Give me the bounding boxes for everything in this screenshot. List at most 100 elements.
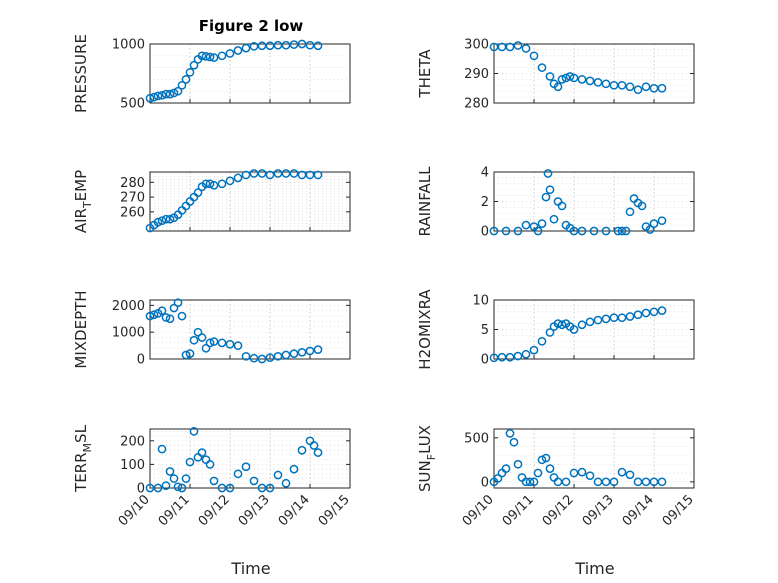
panel-2-point xyxy=(205,179,215,189)
panel-5-point xyxy=(641,308,651,318)
panel-1-point xyxy=(641,82,651,92)
panel-6-ylabel: TERRMSL xyxy=(72,424,94,493)
panel-4-point xyxy=(193,327,203,337)
panel-1-ytick-label: 280 xyxy=(464,97,489,112)
panel-6-point xyxy=(265,483,275,493)
panel-6-point xyxy=(169,474,179,483)
panel-4-point xyxy=(209,337,219,346)
panel-3-point xyxy=(533,226,543,236)
panel-1-point xyxy=(557,75,567,84)
panel-0-point xyxy=(149,92,159,102)
panel-3-point xyxy=(513,226,523,236)
panel-2-background xyxy=(150,172,350,231)
panel-5-point xyxy=(537,336,547,346)
panel-0-point xyxy=(181,75,191,84)
panel-1-ytick-label: 300 xyxy=(464,38,489,53)
panel-6-background xyxy=(150,429,350,488)
panel-7-point xyxy=(525,477,535,487)
panel-4-background xyxy=(150,300,350,359)
panel-3-point xyxy=(545,185,555,195)
panel-0-point xyxy=(257,41,267,51)
panel-2-point xyxy=(297,170,307,180)
panel-4-point xyxy=(181,350,191,360)
panel-4-point xyxy=(201,343,211,353)
panel-5-point xyxy=(513,351,523,361)
panel-4-point xyxy=(289,349,299,358)
panel-0-point xyxy=(197,51,207,61)
panel-3-point xyxy=(537,219,547,228)
panel-4-point xyxy=(161,313,171,322)
panel-7-point xyxy=(533,468,543,478)
panel-6-point xyxy=(209,476,219,486)
panel-1-point xyxy=(601,79,611,89)
panel-6-point xyxy=(309,441,319,450)
panel-6-point xyxy=(153,483,163,493)
panel-5-point xyxy=(609,313,619,323)
panel-2-point xyxy=(157,216,167,226)
panel-7-point xyxy=(585,471,595,481)
panel-7-axes-box xyxy=(493,428,695,489)
panel-4-point xyxy=(157,306,167,316)
panel-0-point xyxy=(161,89,171,99)
panel-3-point xyxy=(549,214,559,224)
panel-6-ytick-label: 100 xyxy=(120,458,145,473)
panel-0-axes-box xyxy=(149,43,351,104)
panel-5-point xyxy=(585,317,595,327)
panel-4-point xyxy=(169,303,179,313)
panel-4-point xyxy=(197,333,207,342)
panel-4-point xyxy=(145,311,155,321)
panel-5-point xyxy=(625,312,635,321)
panel-2-ytick-label: 270 xyxy=(120,191,145,206)
panel-1-point xyxy=(521,44,531,53)
panel-6-xtick-label: 09/12 xyxy=(196,492,233,529)
panel-3-point xyxy=(489,226,499,236)
panel-4-point xyxy=(185,349,195,358)
panel-4-point xyxy=(265,353,275,363)
panel-0-point xyxy=(205,52,215,62)
panel-6-point xyxy=(313,448,323,457)
panel-7-point xyxy=(521,477,531,487)
panel-7-point xyxy=(577,467,587,477)
panel-2-ylabel: AIRTEMP xyxy=(72,170,94,233)
panel-1-point xyxy=(625,82,635,92)
panel-2-point xyxy=(193,188,203,197)
panel-4-point xyxy=(217,338,227,348)
panel-7-point xyxy=(569,468,579,478)
panel-2-point xyxy=(161,214,171,224)
panel-6-point xyxy=(297,445,307,455)
panel-7-ytick-label: 500 xyxy=(464,431,489,446)
panel-3-ylabel: RAINFALL xyxy=(416,166,434,237)
panel-7-ylabel: SUNFLUX xyxy=(416,425,438,492)
panel-4-point xyxy=(305,346,315,356)
panel-1-point xyxy=(489,42,499,52)
panel-1-point xyxy=(561,73,571,83)
panel-4-ytick-label: 0 xyxy=(137,353,145,368)
panel-7-point xyxy=(513,459,523,469)
panel-7-ytick-label: 0 xyxy=(481,475,489,490)
panel-6-point xyxy=(257,483,267,493)
panel-6-point xyxy=(273,470,283,480)
panel-1-point xyxy=(497,42,507,52)
panel-2-point xyxy=(233,173,243,183)
panel-7-point xyxy=(609,477,619,487)
panel-3-point xyxy=(543,169,553,178)
panel-3-point xyxy=(589,226,599,236)
panel-0-point xyxy=(273,40,283,50)
panel-3-ytick-label: 2 xyxy=(481,195,489,210)
panel-3-point xyxy=(621,226,631,236)
panel-6-point xyxy=(189,427,199,436)
panel-7-xtick-label: 09/11 xyxy=(500,492,537,529)
figure-title: Figure 2 low xyxy=(199,17,304,35)
panel-4-point xyxy=(241,351,251,361)
panel-5-point xyxy=(593,315,603,325)
panel-0-point xyxy=(153,91,163,101)
panel-6-point xyxy=(241,462,251,472)
panel-5-point xyxy=(557,320,567,330)
panel-2-point xyxy=(217,179,227,189)
panel-0-point xyxy=(189,60,199,70)
panel-7-point xyxy=(537,455,547,465)
panel-7-point xyxy=(657,477,667,487)
panel-6-ytick-label: 200 xyxy=(120,434,145,449)
panel-7-point xyxy=(545,464,555,473)
panel-0-point xyxy=(249,42,259,51)
